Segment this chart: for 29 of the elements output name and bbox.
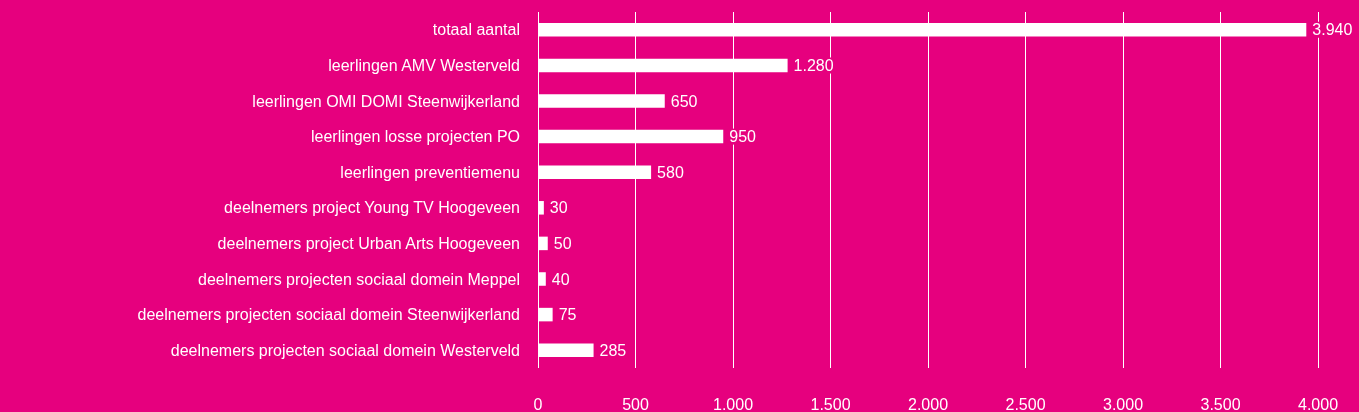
data-label: 1.280: [793, 56, 834, 74]
data-label: 40: [551, 270, 570, 288]
x-tick-label: 3.500: [1200, 395, 1241, 412]
y-tick-label: leerlingen losse projecten PO: [310, 128, 520, 146]
data-label: 3.940: [1312, 21, 1353, 39]
data-label: 75: [558, 306, 577, 324]
y-tick-label: leerlingen OMI DOMI Steenwijkerland: [252, 92, 520, 110]
y-tick-label: deelnemers projecten sociaal domein Meppel: [198, 270, 520, 288]
x-tick-label: 2.500: [1005, 395, 1046, 412]
data-label: 950: [729, 128, 757, 146]
x-tick-label: 3.000: [1102, 395, 1144, 412]
x-tick-label: 1.500: [810, 395, 851, 412]
y-tick-label: totaal aantal: [432, 21, 520, 39]
data-label: 285: [599, 341, 627, 359]
data-label: 30: [549, 199, 568, 217]
y-tick-label: deelnemers projecten sociaal domein Westerveld: [170, 341, 520, 359]
x-tick-label: 1.000: [712, 395, 754, 412]
data-label: 50: [553, 234, 572, 252]
x-tick-label: 500: [622, 395, 649, 412]
x-tick-label: 0: [533, 395, 543, 412]
y-tick-label: leerlingen AMV Westerveld: [328, 56, 520, 74]
y-tick-label: deelnemers project Young TV Hoogeveen: [224, 199, 520, 217]
data-label: 650: [670, 92, 698, 110]
y-tick-label: deelnemers projecten sociaal domein Steenwijkerland: [137, 306, 520, 324]
x-tick-label: 2.000: [907, 395, 949, 412]
y-tick-label: deelnemers project Urban Arts Hoogeveen: [217, 234, 520, 252]
x-tick-label: 4.000: [1297, 395, 1339, 412]
y-tick-label: leerlingen preventiemenu: [340, 163, 520, 181]
data-label: 580: [657, 163, 684, 181]
